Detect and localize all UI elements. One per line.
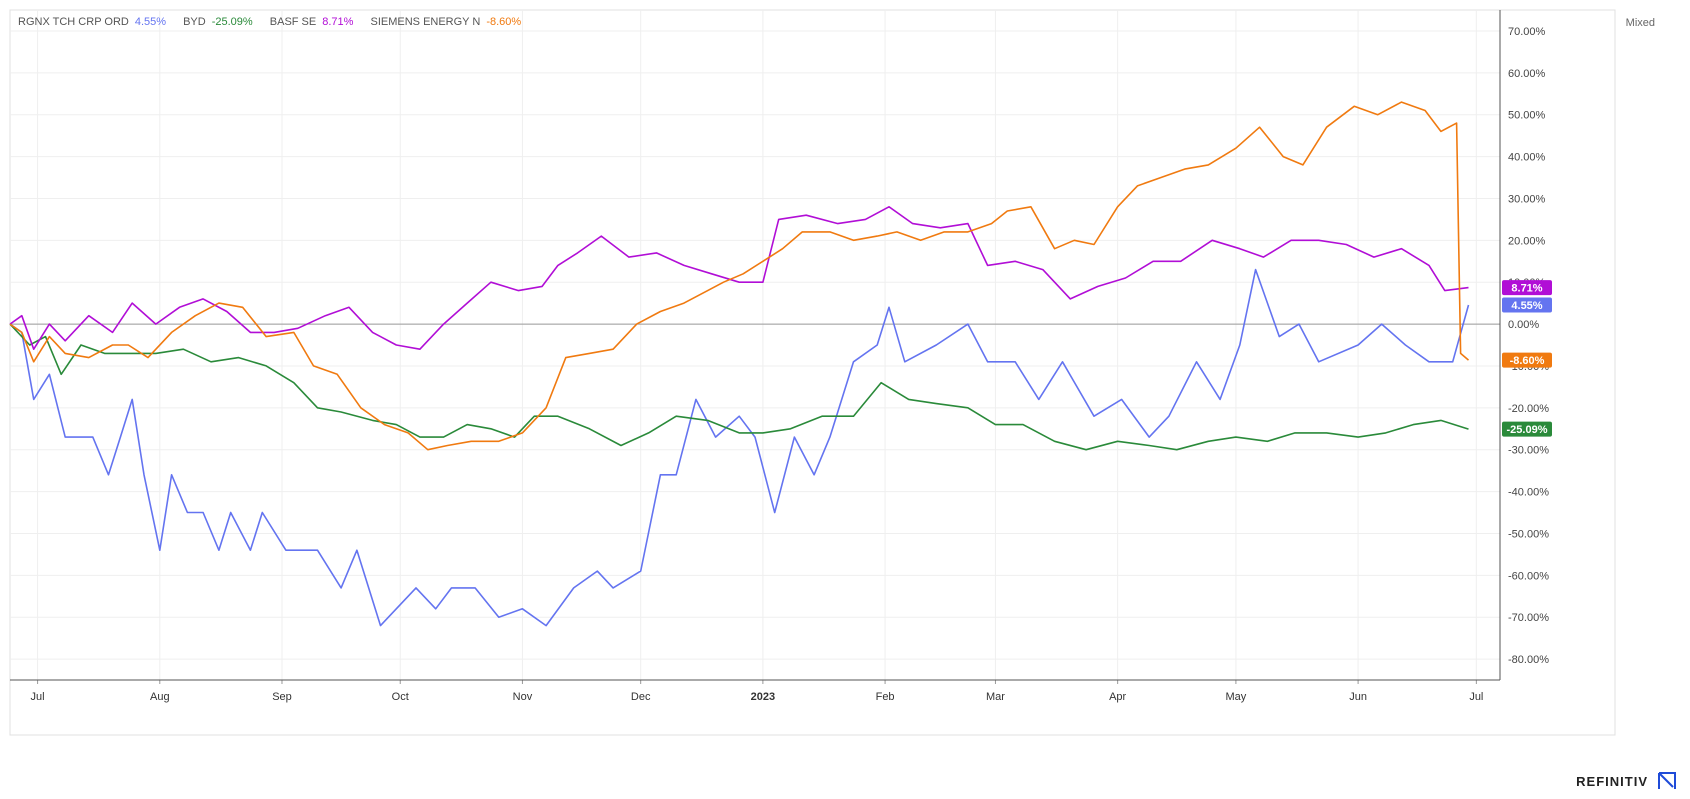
scale-mode-label[interactable]: Mixed xyxy=(1625,17,1655,29)
y-tick-label: 30.00% xyxy=(1508,193,1546,205)
legend-name-basf: BASF SE xyxy=(269,16,317,28)
value-badge-byd xyxy=(1502,421,1552,437)
x-tick-label: 2023 xyxy=(751,691,775,703)
legend-value-siemens: -8.60% xyxy=(486,16,522,28)
x-tick-label: Jun xyxy=(1349,691,1367,703)
x-tick-label: Nov xyxy=(513,691,533,703)
series-line-rgnx-tch-crp-ord xyxy=(9,268,1470,627)
series-line-basf-se xyxy=(9,206,1469,351)
x-tick-label: Aug xyxy=(150,691,170,703)
series-layer xyxy=(9,101,1470,627)
legend-item-byd[interactable]: BYD -25.09% xyxy=(183,16,256,28)
grid-layer xyxy=(10,10,1500,680)
legend-name-rgnx: RGNX TCH CRP ORD xyxy=(18,16,129,28)
y-tick-label: 70.00% xyxy=(1508,26,1546,38)
y-tick-label: -80.00% xyxy=(1508,654,1549,666)
legend-value-byd: -25.09% xyxy=(211,16,253,28)
legend: RGNX TCH CRP ORD 4.55% BYD -25.09% BASF SE… xyxy=(18,16,535,28)
x-tick-label: Feb xyxy=(876,691,895,703)
value-badge-basf-se xyxy=(1502,280,1552,296)
x-tick-label: May xyxy=(1226,691,1247,703)
value-badge-siemens-energy-n xyxy=(1502,352,1552,368)
y-tick-label: -40.00% xyxy=(1508,487,1549,499)
value-badge-label-rgnx-tch-crp-ord: 4.55% xyxy=(1511,300,1542,312)
x-tick-label: Sep xyxy=(272,691,292,703)
series-line-byd xyxy=(9,323,1469,451)
value-badge-label-basf-se: 8.71% xyxy=(1511,283,1542,295)
y-tick-label: 0.00% xyxy=(1508,319,1539,331)
y-tick-label: -30.00% xyxy=(1508,445,1549,457)
brand-name: REFINITIV xyxy=(1576,773,1648,789)
series-line-siemens-energy-n xyxy=(9,101,1470,451)
chart-border xyxy=(9,9,1616,736)
y-tick-label: -60.00% xyxy=(1508,570,1549,582)
y-tick-label: 50.00% xyxy=(1508,110,1546,122)
value-badge-label-siemens-energy-n: -8.60% xyxy=(1510,355,1545,367)
refinitiv-logo-icon xyxy=(1658,772,1676,789)
x-tick-label: Mar xyxy=(986,691,1005,703)
x-tick-label: Jul xyxy=(1469,691,1483,703)
brand: REFINITIV xyxy=(1576,770,1678,792)
y-tick-label: 40.00% xyxy=(1508,152,1546,164)
y-tick-label: -20.00% xyxy=(1508,403,1549,415)
legend-item-rgnx[interactable]: RGNX TCH CRP ORD 4.55% xyxy=(18,16,169,28)
legend-name-siemens: SIEMENS ENERGY N xyxy=(370,16,481,28)
legend-name-byd: BYD xyxy=(183,16,206,28)
axis-layer: 70.00%60.00%50.00%40.00%30.00%20.00%10.0… xyxy=(10,10,1549,703)
legend-value-basf: 8.71% xyxy=(322,16,354,28)
y-tick-label: 20.00% xyxy=(1508,235,1546,247)
y-tick-label: -50.00% xyxy=(1508,528,1549,540)
y-tick-label: -70.00% xyxy=(1508,612,1549,624)
y-tick-label: 60.00% xyxy=(1508,68,1546,80)
legend-item-siemens[interactable]: SIEMENS ENERGY N -8.60% xyxy=(371,16,522,28)
value-badge-rgnx-tch-crp-ord xyxy=(1502,297,1552,313)
legend-item-basf[interactable]: BASF SE 8.71% xyxy=(270,16,357,28)
x-tick-label: Jul xyxy=(31,691,45,703)
legend-value-rgnx: 4.55% xyxy=(134,16,167,28)
x-tick-label: Oct xyxy=(392,691,409,703)
value-badge-label-byd: -25.09% xyxy=(1507,424,1548,436)
badge-layer: 8.71% 4.55% -8.60% -25.09% xyxy=(1502,280,1552,437)
x-tick-label: Dec xyxy=(631,691,651,703)
x-tick-label: Apr xyxy=(1109,691,1126,703)
